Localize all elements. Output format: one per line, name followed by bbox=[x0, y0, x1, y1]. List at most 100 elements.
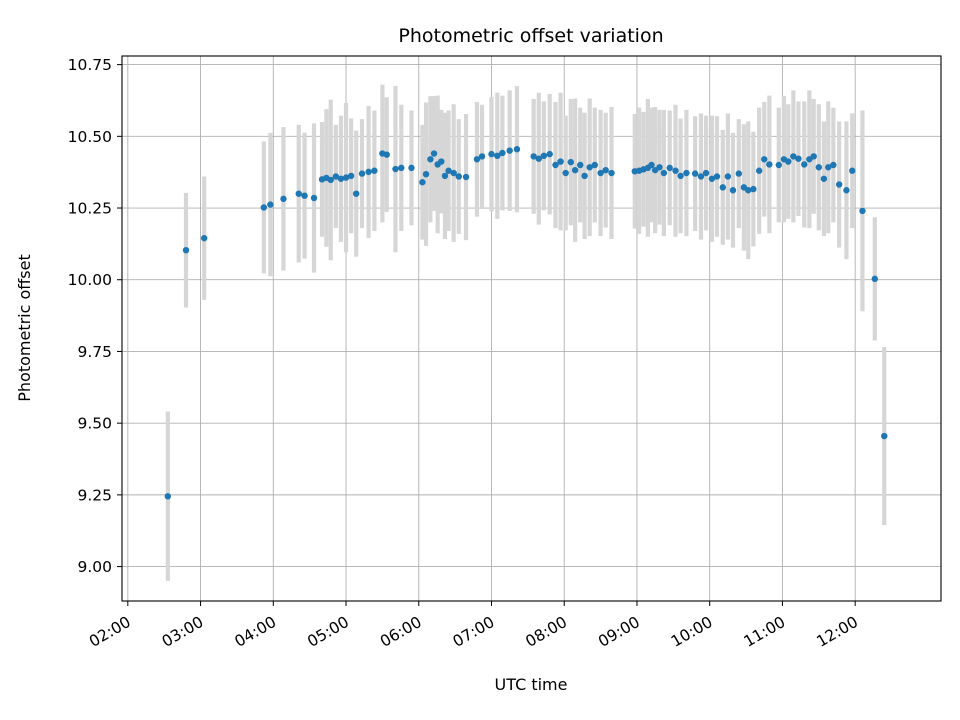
data-point bbox=[591, 161, 598, 169]
data-point bbox=[801, 161, 808, 168]
data-point bbox=[830, 161, 837, 169]
data-point bbox=[683, 169, 690, 177]
data-point bbox=[608, 169, 615, 177]
data-point bbox=[327, 176, 334, 184]
data-point bbox=[408, 164, 415, 172]
data-point bbox=[445, 167, 452, 174]
data-point bbox=[506, 147, 513, 154]
data-point bbox=[353, 190, 360, 197]
data-point bbox=[820, 175, 828, 182]
data-point bbox=[843, 187, 850, 194]
data-point bbox=[455, 173, 462, 180]
data-point bbox=[488, 150, 495, 158]
data-point bbox=[371, 167, 378, 174]
data-point bbox=[672, 167, 679, 174]
data-point bbox=[450, 169, 457, 177]
data-point bbox=[571, 166, 579, 174]
y-tick-label: 10.00 bbox=[68, 271, 112, 289]
data-point bbox=[735, 170, 742, 177]
data-point bbox=[419, 179, 426, 186]
data-point bbox=[724, 173, 732, 180]
data-point bbox=[835, 181, 843, 188]
y-tick-label: 9.25 bbox=[77, 486, 112, 504]
data-point bbox=[755, 167, 763, 174]
data-point bbox=[427, 156, 434, 163]
data-point bbox=[815, 164, 823, 171]
data-point bbox=[729, 187, 737, 194]
data-point bbox=[810, 153, 817, 160]
y-tick-label: 9.50 bbox=[77, 415, 112, 433]
data-point bbox=[301, 192, 308, 199]
data-point bbox=[260, 204, 268, 211]
data-point bbox=[462, 173, 470, 181]
data-point bbox=[441, 172, 449, 180]
data-point bbox=[766, 161, 773, 168]
data-point bbox=[535, 155, 542, 162]
data-point bbox=[200, 234, 208, 242]
y-tick-label: 9.75 bbox=[77, 343, 112, 361]
data-point bbox=[577, 161, 584, 169]
y-tick-label: 10.75 bbox=[68, 56, 112, 74]
data-point bbox=[557, 158, 564, 165]
y-tick-label: 10.50 bbox=[68, 128, 112, 146]
data-point bbox=[775, 161, 783, 169]
data-point bbox=[719, 184, 726, 191]
data-point bbox=[859, 207, 866, 215]
data-point bbox=[337, 175, 345, 182]
data-point bbox=[546, 150, 553, 158]
data-point bbox=[708, 175, 716, 182]
data-point bbox=[677, 172, 684, 180]
data-point bbox=[785, 158, 792, 165]
data-point bbox=[332, 173, 340, 180]
data-point bbox=[656, 164, 663, 171]
data-point bbox=[280, 195, 287, 203]
data-point bbox=[660, 169, 668, 177]
data-point bbox=[310, 194, 318, 202]
data-point bbox=[745, 187, 752, 194]
data-point bbox=[164, 493, 172, 500]
data-point bbox=[562, 169, 569, 177]
data-point bbox=[499, 149, 506, 157]
data-point bbox=[825, 164, 832, 171]
data-point bbox=[392, 165, 399, 173]
data-point bbox=[871, 275, 879, 283]
data-point bbox=[530, 153, 537, 160]
data-point bbox=[182, 246, 190, 254]
data-point bbox=[602, 166, 609, 174]
data-point bbox=[666, 164, 673, 172]
data-point bbox=[795, 155, 802, 162]
data-point bbox=[586, 164, 593, 171]
data-point bbox=[597, 169, 604, 177]
axes-frame bbox=[117, 55, 942, 606]
data-point bbox=[750, 185, 757, 193]
data-point bbox=[697, 173, 705, 180]
data-point bbox=[540, 152, 548, 160]
data-point bbox=[552, 161, 559, 169]
grid-lines bbox=[122, 56, 941, 601]
data-point bbox=[295, 190, 302, 197]
data-point bbox=[881, 432, 888, 440]
data-point bbox=[581, 172, 588, 180]
data-point bbox=[567, 158, 574, 166]
data-point bbox=[358, 170, 366, 177]
data-point bbox=[713, 173, 721, 180]
data-point bbox=[691, 170, 699, 177]
data-point bbox=[342, 174, 350, 181]
data-point bbox=[648, 161, 655, 169]
y-tick-label: 10.25 bbox=[68, 200, 112, 218]
data-point bbox=[478, 153, 486, 160]
data-point bbox=[347, 172, 355, 180]
data-point bbox=[702, 169, 710, 177]
data-point bbox=[422, 170, 430, 178]
x-axis-label: UTC time bbox=[495, 675, 568, 694]
data-point bbox=[398, 164, 405, 172]
data-point bbox=[761, 156, 768, 163]
data-points bbox=[164, 146, 888, 500]
data-point bbox=[849, 167, 856, 174]
plot-frame bbox=[121, 55, 942, 602]
data-point bbox=[383, 151, 390, 158]
data-point bbox=[365, 168, 372, 176]
data-point bbox=[267, 201, 274, 208]
